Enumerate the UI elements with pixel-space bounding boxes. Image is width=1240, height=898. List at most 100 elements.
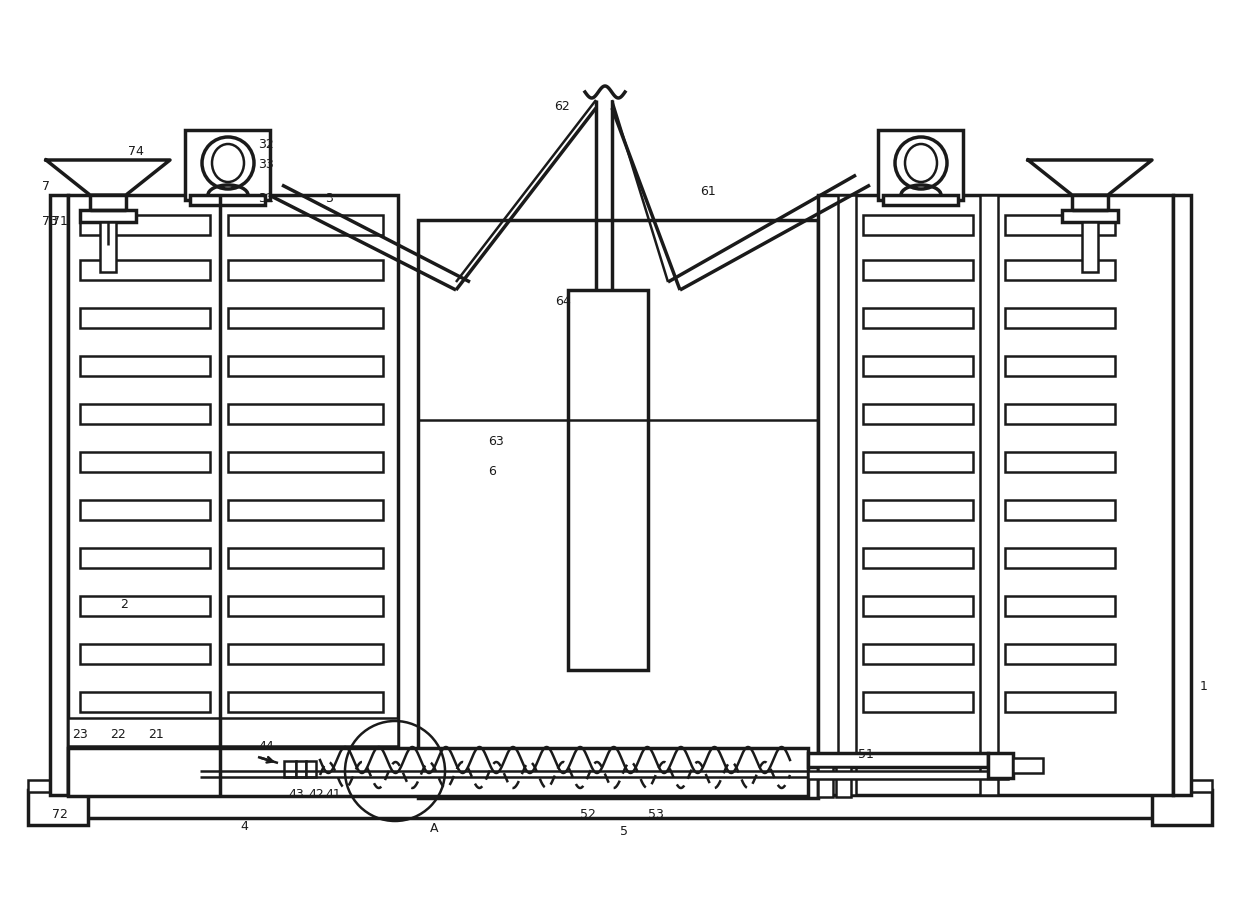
Bar [863, 215, 973, 235]
Bar [863, 692, 973, 712]
Text: 1: 1 [1200, 680, 1208, 693]
Bar [1004, 260, 1115, 280]
Text: 32: 32 [258, 138, 274, 151]
Bar [1061, 210, 1118, 222]
Bar [228, 692, 383, 712]
Text: 43: 43 [288, 788, 304, 801]
Bar [808, 771, 1008, 779]
Text: 74: 74 [128, 145, 144, 158]
Bar [81, 500, 210, 520]
Bar [228, 500, 383, 520]
Bar [81, 404, 210, 424]
Text: 72: 72 [52, 808, 68, 821]
Bar [863, 260, 973, 280]
Bar [1004, 644, 1115, 664]
Bar [1013, 758, 1043, 773]
Bar [863, 548, 973, 568]
Text: 31: 31 [258, 192, 274, 205]
Bar [863, 356, 973, 376]
Bar [81, 215, 210, 235]
Text: 71: 71 [52, 215, 68, 228]
Bar [306, 761, 316, 777]
Text: 21: 21 [148, 728, 164, 741]
Bar [228, 404, 383, 424]
Text: 64: 64 [556, 295, 570, 308]
Bar [1004, 215, 1115, 235]
Text: 41: 41 [325, 788, 341, 801]
Bar [863, 644, 973, 664]
Bar [228, 260, 383, 280]
Bar [1004, 404, 1115, 424]
Bar [81, 308, 210, 328]
Bar [818, 767, 833, 797]
Ellipse shape [202, 137, 254, 189]
Text: 44: 44 [258, 740, 274, 753]
Bar [68, 718, 398, 746]
Bar [1004, 356, 1115, 376]
Bar [1152, 790, 1211, 825]
Text: 73: 73 [42, 215, 58, 228]
Bar [185, 130, 270, 200]
Bar [81, 548, 210, 568]
Text: 2: 2 [120, 598, 128, 611]
Bar [68, 195, 398, 795]
Bar [190, 195, 265, 205]
Ellipse shape [212, 144, 244, 182]
Bar [1004, 500, 1115, 520]
Text: 6: 6 [489, 465, 496, 478]
Bar [228, 644, 383, 664]
Bar [1152, 780, 1211, 792]
Text: 63: 63 [489, 435, 503, 448]
Ellipse shape [895, 137, 947, 189]
Bar [228, 548, 383, 568]
Text: A: A [430, 822, 439, 835]
Ellipse shape [905, 144, 937, 182]
Text: 7: 7 [42, 180, 50, 193]
Bar [863, 452, 973, 472]
Bar [980, 195, 998, 795]
Bar [418, 220, 818, 798]
Bar [1004, 452, 1115, 472]
Bar [228, 452, 383, 472]
Bar [228, 596, 383, 616]
Bar [50, 195, 68, 795]
Bar [1173, 195, 1190, 795]
Polygon shape [1028, 160, 1152, 195]
Bar [228, 356, 383, 376]
Bar [808, 753, 988, 767]
Bar [81, 596, 210, 616]
Bar [228, 215, 383, 235]
Bar [1004, 548, 1115, 568]
Bar [988, 753, 1013, 778]
Bar [296, 761, 306, 777]
Text: 61: 61 [701, 185, 715, 198]
Text: 3: 3 [325, 192, 332, 205]
Bar [883, 195, 959, 205]
Bar [568, 290, 649, 670]
Bar [228, 308, 383, 328]
Bar [50, 790, 1190, 818]
Bar [81, 260, 210, 280]
Bar [81, 452, 210, 472]
Bar [81, 356, 210, 376]
Bar [1004, 596, 1115, 616]
Bar [1004, 308, 1115, 328]
Bar [1083, 222, 1097, 272]
Bar [29, 790, 88, 825]
Text: 51: 51 [858, 748, 874, 761]
Bar [836, 767, 851, 797]
Text: 23: 23 [72, 728, 88, 741]
Bar [863, 308, 973, 328]
Text: 42: 42 [308, 788, 324, 801]
Text: 33: 33 [258, 158, 274, 171]
Bar [838, 195, 856, 795]
Polygon shape [46, 160, 170, 195]
Bar [284, 761, 296, 777]
Bar [100, 222, 117, 272]
Text: 5: 5 [620, 825, 627, 838]
Bar [81, 210, 136, 222]
Bar [878, 130, 963, 200]
Bar [68, 748, 808, 796]
Text: 4: 4 [241, 820, 248, 833]
Bar [863, 404, 973, 424]
